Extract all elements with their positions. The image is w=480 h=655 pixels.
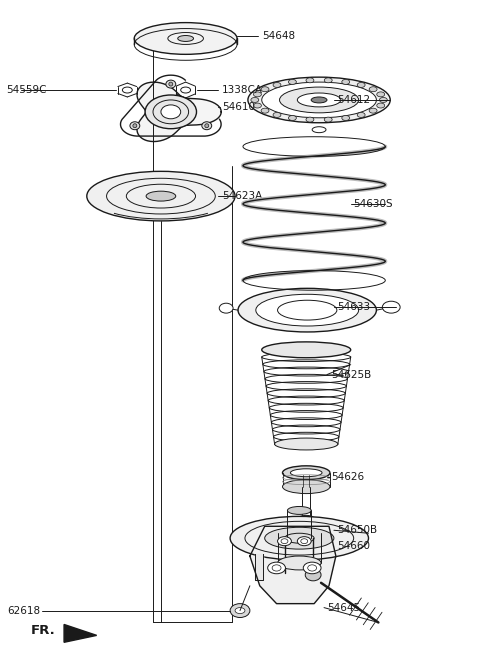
Ellipse shape [262, 82, 376, 118]
Ellipse shape [235, 608, 245, 614]
Text: 54623A: 54623A [222, 191, 263, 201]
Ellipse shape [305, 569, 321, 581]
Ellipse shape [379, 98, 387, 102]
Text: FR.: FR. [30, 624, 55, 637]
Ellipse shape [248, 77, 390, 122]
Ellipse shape [324, 117, 332, 122]
Ellipse shape [324, 78, 332, 83]
Ellipse shape [357, 113, 365, 117]
Polygon shape [250, 527, 336, 604]
Ellipse shape [87, 172, 235, 221]
Ellipse shape [166, 80, 176, 88]
Ellipse shape [377, 92, 384, 97]
Ellipse shape [288, 79, 296, 84]
Ellipse shape [277, 536, 291, 546]
Text: 54648: 54648 [262, 31, 295, 41]
Ellipse shape [383, 301, 400, 313]
Ellipse shape [303, 562, 321, 574]
Ellipse shape [253, 92, 262, 97]
Ellipse shape [277, 556, 321, 570]
Ellipse shape [297, 536, 311, 546]
Ellipse shape [145, 95, 196, 128]
Ellipse shape [133, 124, 137, 128]
Ellipse shape [146, 191, 176, 201]
Ellipse shape [273, 83, 281, 87]
Ellipse shape [262, 342, 351, 358]
Ellipse shape [311, 97, 327, 103]
Ellipse shape [202, 122, 212, 130]
Ellipse shape [219, 303, 233, 313]
Text: 54610: 54610 [222, 102, 255, 112]
Ellipse shape [283, 466, 330, 479]
Ellipse shape [178, 35, 193, 41]
Text: 54612: 54612 [337, 95, 370, 105]
Text: 62618: 62618 [8, 606, 41, 616]
Ellipse shape [161, 105, 180, 119]
Ellipse shape [306, 117, 314, 122]
Ellipse shape [283, 479, 330, 494]
Text: 1338CA: 1338CA [222, 85, 263, 95]
Ellipse shape [230, 604, 250, 618]
Ellipse shape [297, 93, 341, 107]
Ellipse shape [261, 108, 269, 113]
Text: 54660: 54660 [337, 541, 370, 551]
Text: 54559C: 54559C [6, 85, 46, 95]
Ellipse shape [369, 108, 377, 113]
Ellipse shape [279, 87, 359, 113]
Ellipse shape [253, 103, 262, 108]
Ellipse shape [130, 122, 140, 130]
Polygon shape [64, 624, 96, 643]
Ellipse shape [251, 98, 259, 102]
Text: 54650B: 54650B [337, 525, 377, 535]
Ellipse shape [342, 115, 350, 121]
Ellipse shape [169, 82, 173, 86]
Text: 54626: 54626 [331, 472, 364, 481]
Polygon shape [137, 82, 221, 141]
Ellipse shape [306, 78, 314, 83]
Ellipse shape [298, 515, 314, 521]
Ellipse shape [342, 79, 350, 84]
Ellipse shape [264, 527, 334, 549]
Ellipse shape [357, 83, 365, 87]
Ellipse shape [290, 469, 322, 477]
Ellipse shape [369, 86, 377, 92]
Ellipse shape [134, 23, 237, 54]
Ellipse shape [288, 506, 311, 514]
Text: 54633: 54633 [337, 302, 370, 312]
Polygon shape [255, 554, 263, 580]
Text: 54625B: 54625B [331, 369, 371, 380]
Ellipse shape [238, 288, 376, 332]
Ellipse shape [205, 124, 209, 128]
Ellipse shape [261, 86, 269, 92]
Text: 54645: 54645 [327, 603, 360, 612]
Ellipse shape [377, 103, 384, 108]
Ellipse shape [230, 516, 369, 560]
Ellipse shape [256, 294, 359, 326]
Ellipse shape [275, 438, 338, 450]
Text: 54630S: 54630S [354, 198, 393, 208]
Ellipse shape [268, 562, 286, 574]
Ellipse shape [273, 113, 281, 117]
Ellipse shape [288, 115, 296, 121]
